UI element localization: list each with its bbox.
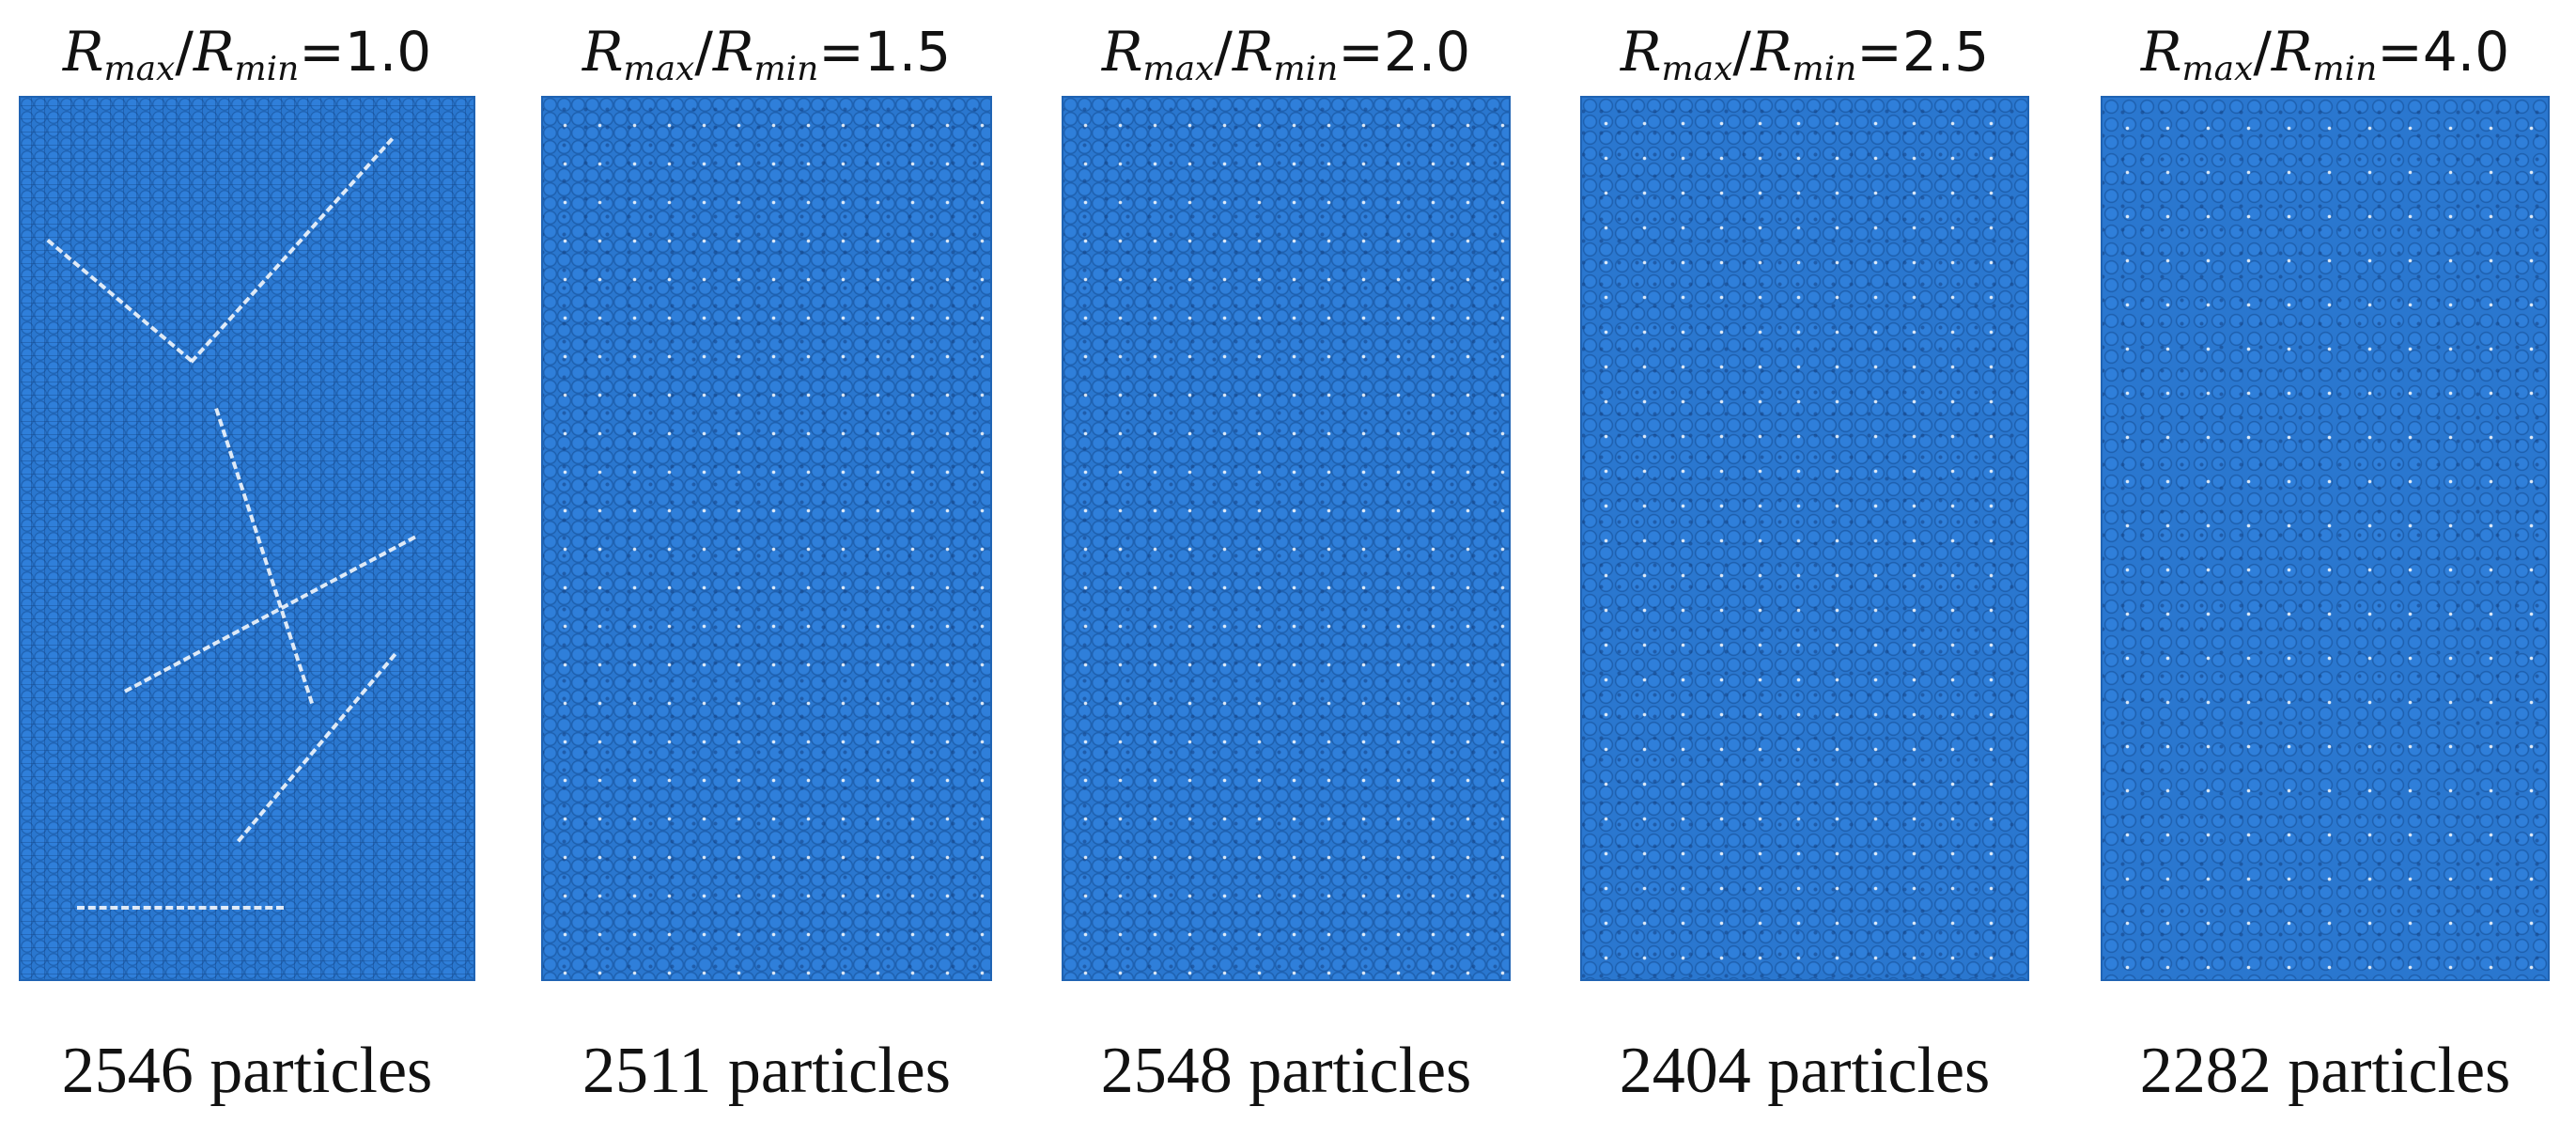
grain-boundary bbox=[237, 652, 397, 843]
panel-title: Rmax/Rmin=1.0 bbox=[19, 13, 475, 90]
r-min-symbol: Rmin bbox=[2271, 20, 2378, 89]
ratio-value: 1.5 bbox=[863, 20, 952, 84]
panel-title: Rmax/Rmin=4.0 bbox=[2101, 13, 2550, 90]
ratio-value: 2.0 bbox=[1383, 20, 1471, 84]
grain-boundary bbox=[124, 535, 416, 694]
particle-packing-image bbox=[541, 96, 992, 981]
ratio-value: 4.0 bbox=[2422, 20, 2510, 84]
particle-packing-image bbox=[19, 96, 475, 981]
ratio-separator: / bbox=[1214, 20, 1233, 84]
grain-boundary bbox=[46, 239, 194, 363]
r-max-symbol: Rmax bbox=[1101, 20, 1215, 89]
ratio-separator: / bbox=[175, 20, 194, 84]
ratio-separator: / bbox=[1732, 20, 1751, 84]
particle-count-caption: 2511 particles bbox=[582, 1035, 951, 1107]
particle-packing-image bbox=[1580, 96, 2029, 981]
panel-ratio-2-5: Rmax/Rmin=2.5 2404 particles bbox=[1580, 0, 2029, 1138]
panel-ratio-1-0: Rmax/Rmin=1.0 2546 particles bbox=[19, 0, 475, 1138]
r-min-symbol: Rmin bbox=[1750, 20, 1857, 89]
particle-count-caption: 2404 particles bbox=[1619, 1035, 1991, 1107]
ratio-separator: / bbox=[2253, 20, 2272, 84]
particle-packing-image bbox=[2101, 96, 2550, 981]
particle-packing-image bbox=[1062, 96, 1511, 981]
panel-ratio-2-0: Rmax/Rmin=2.0 2548 particles bbox=[1062, 0, 1511, 1138]
panel-title: Rmax/Rmin=2.5 bbox=[1580, 13, 2029, 90]
r-min-symbol: Rmin bbox=[193, 20, 300, 89]
particle-count-caption: 2282 particles bbox=[2139, 1035, 2511, 1107]
equals-sign: = bbox=[2377, 20, 2423, 84]
equals-sign: = bbox=[299, 20, 345, 84]
particle-count-caption: 2546 particles bbox=[61, 1035, 433, 1107]
ratio-separator: / bbox=[694, 20, 713, 84]
grain-boundary bbox=[214, 408, 314, 705]
equals-sign: = bbox=[1856, 20, 1902, 84]
panel-ratio-1-5: Rmax/Rmin=1.5 2511 particles bbox=[541, 0, 992, 1138]
ratio-value: 2.5 bbox=[1901, 20, 1990, 84]
r-min-symbol: Rmin bbox=[712, 20, 819, 89]
r-max-symbol: Rmax bbox=[62, 20, 176, 89]
r-max-symbol: Rmax bbox=[582, 20, 695, 89]
panel-ratio-4-0: Rmax/Rmin=4.0 2282 particles bbox=[2101, 0, 2550, 1138]
panel-title: Rmax/Rmin=2.0 bbox=[1062, 13, 1511, 90]
equals-sign: = bbox=[1338, 20, 1384, 84]
r-max-symbol: Rmax bbox=[2140, 20, 2254, 89]
r-min-symbol: Rmin bbox=[1232, 20, 1339, 89]
ratio-value: 1.0 bbox=[344, 20, 432, 84]
grain-boundary bbox=[190, 137, 395, 364]
grain-boundary bbox=[77, 906, 284, 910]
r-max-symbol: Rmax bbox=[1620, 20, 1733, 89]
equals-sign: = bbox=[818, 20, 864, 84]
particle-count-caption: 2548 particles bbox=[1100, 1035, 1472, 1107]
panel-title: Rmax/Rmin=1.5 bbox=[541, 13, 992, 90]
